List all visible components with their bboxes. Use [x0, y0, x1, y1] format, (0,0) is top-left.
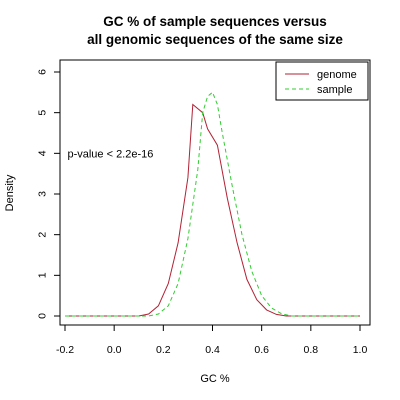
chart-title-line-1: GC % of sample sequences versus [103, 14, 327, 29]
x-axis: -0.2 0.0 0.2 0.4 0.6 0.8 1.0 [56, 324, 368, 356]
y-tick-label: 5 [37, 110, 49, 116]
chart-title-line-2: all genomic sequences of the same size [87, 32, 343, 47]
x-tick-label: -0.2 [56, 344, 74, 356]
x-axis-label: GC % [200, 373, 230, 385]
x-tick-label: 0.6 [254, 344, 269, 356]
series-layer [65, 91, 360, 317]
x-tick-label: 1.0 [353, 344, 368, 356]
p-value-annotation: p-value < 2.2e-16 [67, 148, 153, 160]
series-line-sample [65, 91, 360, 317]
x-tick-label: 0.4 [205, 344, 220, 356]
y-axis-label: Density [4, 174, 16, 211]
legend-box [275, 61, 369, 101]
y-axis: 0 1 2 3 4 5 6 [37, 69, 61, 319]
legend: genome sample [275, 61, 369, 101]
y-tick-label: 6 [37, 69, 49, 75]
x-tick-label: 0.8 [304, 344, 319, 356]
series-line-genome [65, 103, 360, 317]
y-tick-label: 1 [37, 272, 49, 278]
x-tick-label: 0.0 [107, 344, 122, 356]
y-tick-label: 4 [37, 150, 49, 156]
y-tick-label: 3 [37, 191, 49, 197]
legend-label-genome: genome [317, 69, 357, 81]
y-tick-label: 2 [37, 232, 49, 238]
x-tick-label: 0.2 [156, 344, 171, 356]
legend-label-sample: sample [317, 84, 352, 96]
y-tick-label: 0 [37, 313, 49, 319]
